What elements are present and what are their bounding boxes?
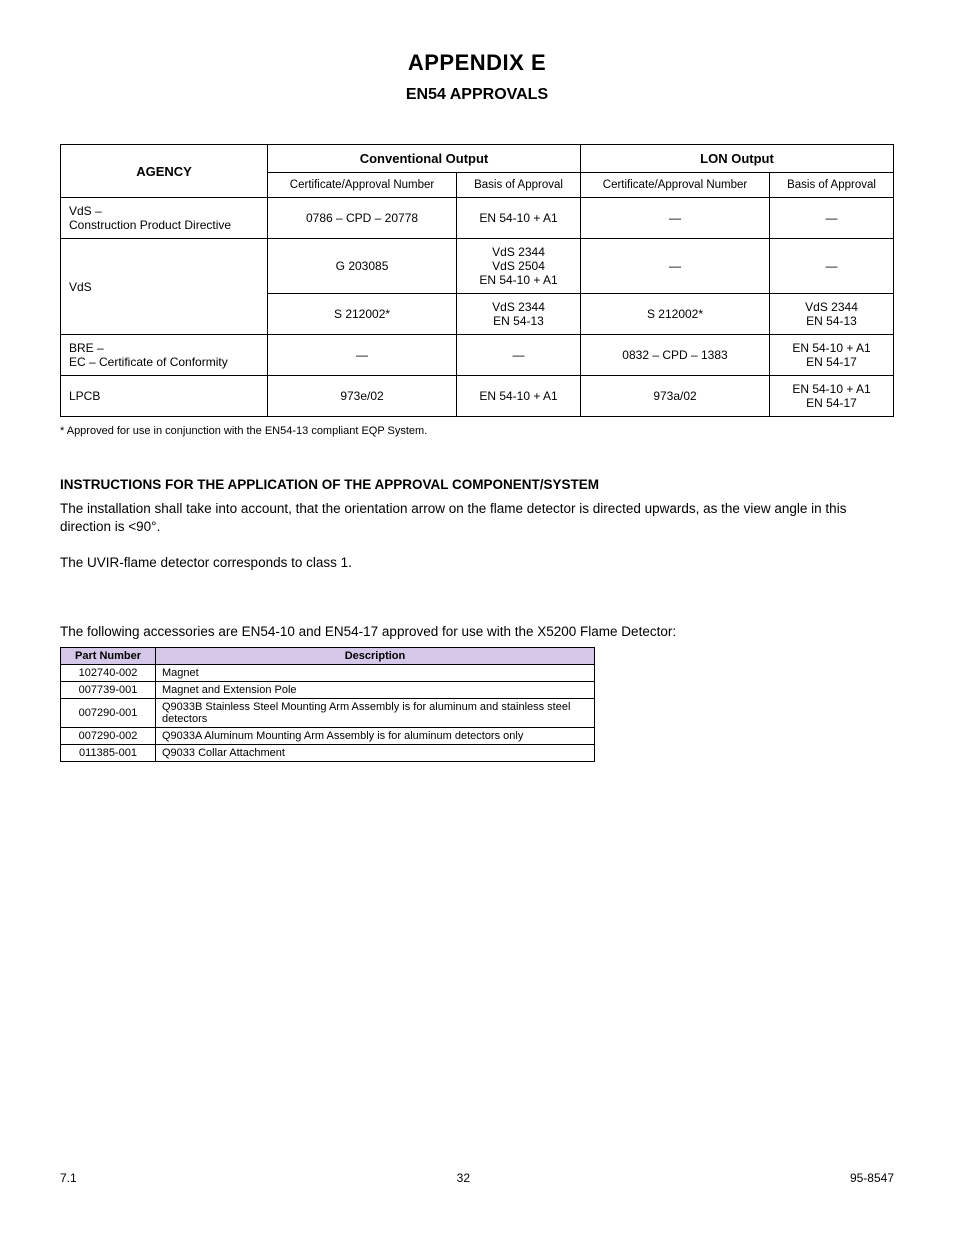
page-footer: 7.1 32 95-8547 [60, 1171, 894, 1185]
conv-basis-cell: VdS 2344VdS 2504EN 54-10 + A1 [457, 239, 581, 294]
conv-cert-cell: S 212002* [268, 294, 457, 335]
approvals-table: AGENCY Conventional Output LON Output Ce… [60, 144, 894, 417]
pn-cell: 011385-001 [61, 744, 156, 761]
conv-basis-cell: EN 54-10 + A1 [457, 376, 581, 417]
conv-cert-cell: 973e/02 [268, 376, 457, 417]
desc-cell: Q9033A Aluminum Mounting Arm Assembly is… [156, 727, 595, 744]
conv-cert-cell: G 203085 [268, 239, 457, 294]
agency-cell: BRE –EC – Certificate of Conformity [61, 335, 268, 376]
lon-cert-cell: S 212002* [580, 294, 769, 335]
lon-cert-cell: — [580, 198, 769, 239]
table-row: BRE –EC – Certificate of Conformity — — … [61, 335, 894, 376]
appendix-title: APPENDIX E [60, 50, 894, 76]
lon-cert-cell: 0832 – CPD – 1383 [580, 335, 769, 376]
appendix-subtitle: EN54 APPROVALS [60, 86, 894, 104]
lon-basis-cell: EN 54-10 + A1EN 54-17 [770, 335, 894, 376]
table-row: 007739-001 Magnet and Extension Pole [61, 681, 595, 698]
th-conv-cert: Certificate/Approval Number [268, 173, 457, 198]
th-conv-basis: Basis of Approval [457, 173, 581, 198]
agency-cell: LPCB [61, 376, 268, 417]
table-row: VdS G 203085 VdS 2344VdS 2504EN 54-10 + … [61, 239, 894, 294]
pn-cell: 007290-001 [61, 698, 156, 727]
accessories-table: Part Number Description 102740-002 Magne… [60, 647, 595, 762]
pn-cell: 007739-001 [61, 681, 156, 698]
table-row: 007290-002 Q9033A Aluminum Mounting Arm … [61, 727, 595, 744]
th-lon-basis: Basis of Approval [770, 173, 894, 198]
footer-right: 95-8547 [850, 1171, 894, 1185]
conv-cert-cell: — [268, 335, 457, 376]
conv-basis-cell: — [457, 335, 581, 376]
lon-basis-cell: — [770, 198, 894, 239]
lon-basis-cell: — [770, 239, 894, 294]
table-row: 007290-001 Q9033B Stainless Steel Mounti… [61, 698, 595, 727]
desc-cell: Q9033 Collar Attachment [156, 744, 595, 761]
agency-cell: VdS –Construction Product Directive [61, 198, 268, 239]
accessories-intro: The following accessories are EN54-10 an… [60, 623, 894, 641]
th-part-number: Part Number [61, 647, 156, 664]
desc-cell: Magnet and Extension Pole [156, 681, 595, 698]
conv-basis-cell: EN 54-10 + A1 [457, 198, 581, 239]
conv-basis-cell: VdS 2344EN 54-13 [457, 294, 581, 335]
th-description: Description [156, 647, 595, 664]
table-row: LPCB 973e/02 EN 54-10 + A1 973a/02 EN 54… [61, 376, 894, 417]
desc-cell: Q9033B Stainless Steel Mounting Arm Asse… [156, 698, 595, 727]
th-lon-cert: Certificate/Approval Number [580, 173, 769, 198]
th-conventional: Conventional Output [268, 145, 581, 173]
footer-center: 32 [457, 1171, 470, 1185]
th-agency: AGENCY [61, 145, 268, 198]
lon-basis-cell: EN 54-10 + A1EN 54-17 [770, 376, 894, 417]
instructions-p2: The UVIR-flame detector corresponds to c… [60, 554, 894, 572]
footer-left: 7.1 [60, 1171, 77, 1185]
pn-cell: 007290-002 [61, 727, 156, 744]
instructions-p1: The installation shall take into account… [60, 500, 894, 536]
lon-basis-cell: VdS 2344EN 54-13 [770, 294, 894, 335]
lon-cert-cell: — [580, 239, 769, 294]
instructions-heading: INSTRUCTIONS FOR THE APPLICATION OF THE … [60, 477, 894, 492]
pn-cell: 102740-002 [61, 664, 156, 681]
table-row: 102740-002 Magnet [61, 664, 595, 681]
table-footnote: * Approved for use in conjunction with t… [60, 425, 894, 437]
agency-cell: VdS [61, 239, 268, 335]
table-row: 011385-001 Q9033 Collar Attachment [61, 744, 595, 761]
table-row: VdS –Construction Product Directive 0786… [61, 198, 894, 239]
th-lon: LON Output [580, 145, 893, 173]
desc-cell: Magnet [156, 664, 595, 681]
conv-cert-cell: 0786 – CPD – 20778 [268, 198, 457, 239]
lon-cert-cell: 973a/02 [580, 376, 769, 417]
